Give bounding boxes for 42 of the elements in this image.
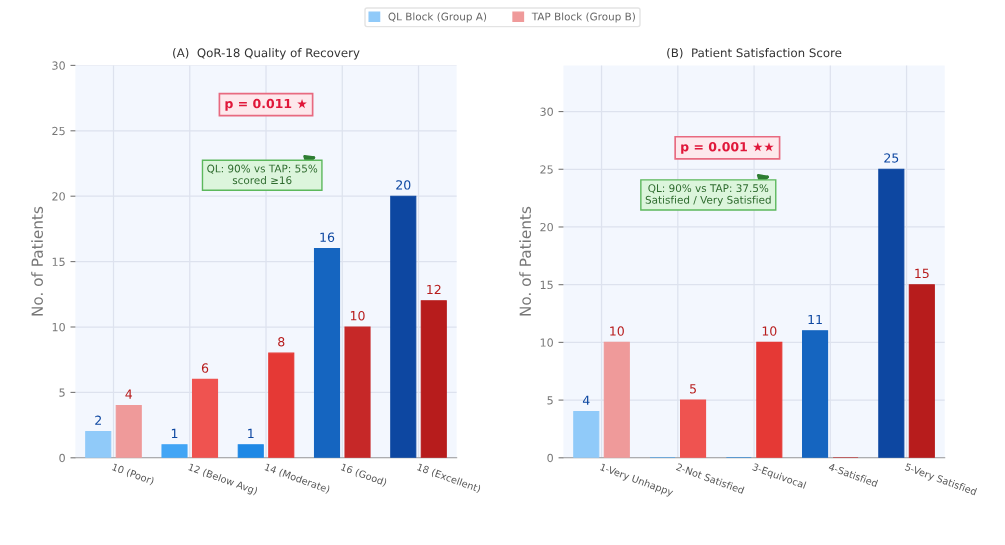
data-label: 10 bbox=[762, 326, 777, 336]
annotation: QL: 90% vs TAP: 55% scored ≥16 bbox=[207, 164, 318, 185]
chart-title: (B) Patient Satisfaction Score bbox=[667, 48, 842, 59]
data-label: 10 bbox=[350, 310, 365, 321]
data-label: 4 bbox=[582, 395, 590, 405]
y-tick-label: 5 bbox=[547, 396, 553, 405]
y-tick-label: 30 bbox=[540, 107, 553, 116]
y-tick-label: 25 bbox=[540, 165, 553, 174]
y-tick-label: 0 bbox=[547, 453, 553, 463]
data-label: 25 bbox=[884, 153, 899, 163]
y-axis-title: No. of Patients bbox=[519, 206, 532, 316]
data-label: 16 bbox=[320, 232, 335, 242]
y-tick-label: 25 bbox=[52, 126, 65, 136]
data-label: 10 bbox=[610, 326, 624, 336]
data-label: 11 bbox=[808, 314, 822, 325]
chart-title: (A) QoR-18 Quality of Recovery bbox=[173, 48, 360, 60]
y-tick-label: 30 bbox=[52, 61, 65, 70]
data-label: 15 bbox=[915, 268, 929, 279]
data-label: 8 bbox=[278, 337, 285, 347]
data-label: 2 bbox=[95, 415, 101, 425]
data-label: 4 bbox=[125, 389, 133, 399]
data-label: 5 bbox=[690, 384, 696, 394]
legend-label: TAP Block (Group B) bbox=[531, 12, 635, 23]
data-label: 20 bbox=[396, 180, 411, 190]
y-tick-label: 10 bbox=[52, 322, 65, 332]
y-tick-label: 20 bbox=[540, 222, 553, 232]
annotation: p = 0.001 ★★ bbox=[681, 141, 774, 154]
data-label: 12 bbox=[427, 284, 441, 295]
annotation: p = 0.011 ★ bbox=[225, 98, 307, 111]
y-tick-label: 15 bbox=[540, 280, 553, 290]
annotation: QL: 90% vs TAP: 37.5% Satisfied / Very Satisfied bbox=[645, 184, 771, 206]
y-tick-label: 5 bbox=[59, 388, 65, 397]
y-axis-title: No. of Patients bbox=[31, 206, 43, 316]
y-tick-label: 20 bbox=[52, 192, 65, 201]
y-tick-label: 15 bbox=[52, 257, 65, 266]
data-label: 1 bbox=[171, 428, 178, 438]
data-label: 1 bbox=[248, 428, 254, 438]
data-label: 6 bbox=[201, 363, 209, 373]
legend-label: QL Block (Group A) bbox=[388, 12, 487, 23]
y-tick-label: 0 bbox=[59, 453, 65, 463]
x-tick-label: 10 (Poor) bbox=[111, 463, 155, 486]
y-tick-label: 10 bbox=[540, 338, 553, 347]
